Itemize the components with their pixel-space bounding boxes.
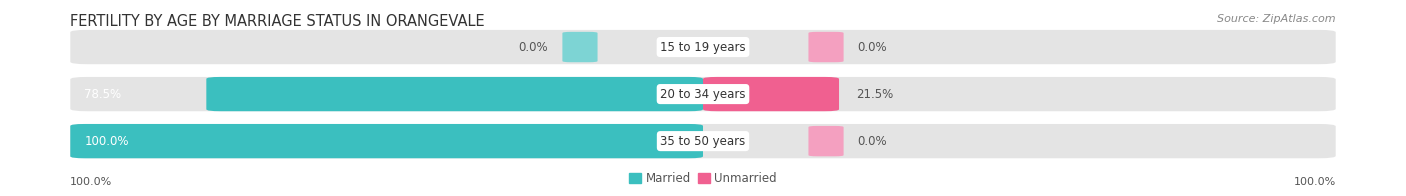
- Text: FERTILITY BY AGE BY MARRIAGE STATUS IN ORANGEVALE: FERTILITY BY AGE BY MARRIAGE STATUS IN O…: [70, 14, 485, 29]
- Text: 100.0%: 100.0%: [1294, 177, 1336, 187]
- Text: 35 to 50 years: 35 to 50 years: [661, 135, 745, 148]
- FancyBboxPatch shape: [562, 32, 598, 62]
- Text: 15 to 19 years: 15 to 19 years: [661, 41, 745, 54]
- FancyBboxPatch shape: [808, 32, 844, 62]
- Text: 0.0%: 0.0%: [858, 41, 887, 54]
- Text: 0.0%: 0.0%: [858, 135, 887, 148]
- FancyBboxPatch shape: [703, 77, 839, 111]
- FancyBboxPatch shape: [70, 124, 703, 158]
- FancyBboxPatch shape: [207, 77, 703, 111]
- Text: 78.5%: 78.5%: [84, 88, 121, 101]
- Text: 100.0%: 100.0%: [70, 177, 112, 187]
- Text: Source: ZipAtlas.com: Source: ZipAtlas.com: [1218, 14, 1336, 24]
- FancyBboxPatch shape: [808, 126, 844, 156]
- FancyBboxPatch shape: [70, 77, 1336, 111]
- Legend: Married, Unmarried: Married, Unmarried: [624, 168, 782, 190]
- FancyBboxPatch shape: [70, 124, 1336, 158]
- Text: 20 to 34 years: 20 to 34 years: [661, 88, 745, 101]
- Text: 100.0%: 100.0%: [84, 135, 129, 148]
- Text: 0.0%: 0.0%: [519, 41, 548, 54]
- FancyBboxPatch shape: [70, 30, 1336, 64]
- Text: 21.5%: 21.5%: [856, 88, 893, 101]
